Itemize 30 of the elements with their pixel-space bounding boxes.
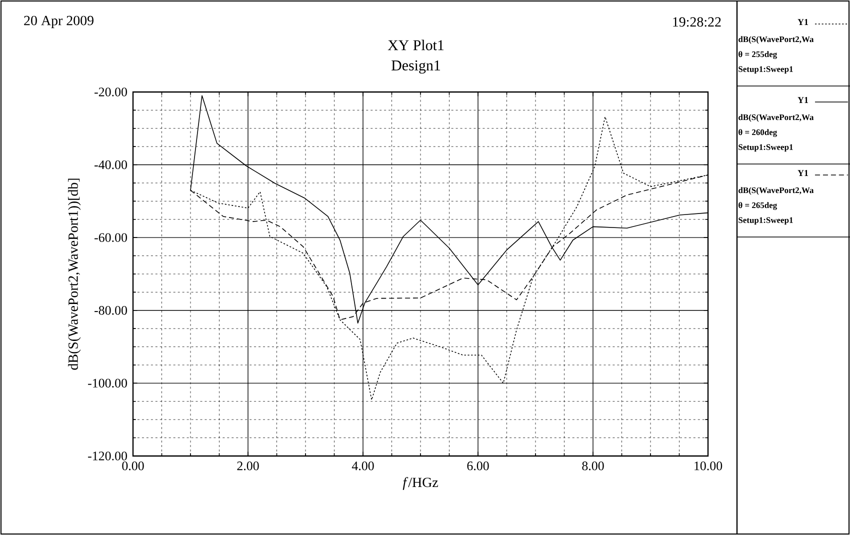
x-tick-label: 0.00 (122, 462, 144, 470)
text: dB(S(WavePort2,Wa (738, 36, 814, 44)
text: 19:28:22 (673, 17, 721, 27)
x-tick-label: 8.00 (582, 462, 604, 470)
x-tick-label: 10.00 (694, 462, 722, 470)
y-tick-label: -60.00 (94, 233, 128, 242)
y-tick-label: -120.00 (88, 452, 128, 460)
legend-label: Y1 (798, 97, 808, 103)
y-tick-label: -80.00 (94, 306, 128, 315)
y-tick-label: -20.00 (94, 88, 128, 96)
x-tick-label: 6.00 (467, 462, 489, 470)
text: Setup1:Sweep1 (738, 217, 793, 225)
text: Setup1:Sweep1 (738, 66, 793, 74)
chart-title: XY Plot1 (388, 40, 444, 50)
text: θ = 260deg (738, 129, 778, 137)
x-tick-label: 4.00 (352, 462, 374, 470)
legend-label: Y1 (798, 19, 808, 25)
text: dB(S(WavePort2,Wa (738, 187, 814, 195)
y-axis-title: dB(S(WavePort2,WavePort1))[db] (68, 178, 81, 370)
text: θ = 265deg (738, 202, 778, 210)
chart-subtitle: Design1 (392, 60, 440, 74)
text: 20 Apr 2009 (24, 16, 94, 28)
y-tick-label: -100.00 (88, 378, 128, 388)
text: θ = 255deg (738, 51, 778, 59)
text: dB(S(WavePort2,Wa (738, 114, 814, 122)
y-tick-label: -40.00 (94, 160, 128, 170)
text: Setup1:Sweep1 (738, 144, 793, 152)
x-tick-label: 2.00 (237, 462, 259, 470)
legend-label: Y1 (798, 170, 808, 176)
x-axis-title: f/HGz (402, 477, 438, 490)
